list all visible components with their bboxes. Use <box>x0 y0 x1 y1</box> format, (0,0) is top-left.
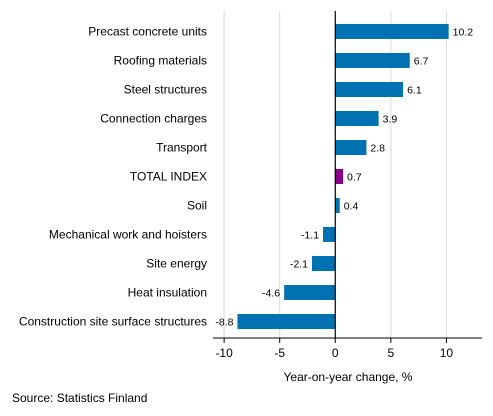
category-label: Site energy <box>146 257 207 271</box>
x-tick-label: 0 <box>332 346 339 360</box>
bar <box>311 256 336 271</box>
value-labels: 10.2 6.7 6.1 3.9 2.8 0.7 0.4 -1.1 -2.1 -4.6 -8.8 <box>215 27 473 329</box>
bar <box>335 53 410 68</box>
bar <box>335 169 344 184</box>
value-label: 2.8 <box>370 143 385 155</box>
x-tick-label: -10 <box>215 346 233 360</box>
bar <box>335 82 404 97</box>
category-label: TOTAL INDEX <box>130 170 207 184</box>
bars <box>237 24 449 329</box>
value-label: 6.1 <box>407 85 422 97</box>
category-label: Mechanical work and hoisters <box>49 228 207 242</box>
bar <box>335 198 340 213</box>
value-label: 0.7 <box>347 172 362 184</box>
category-label: Transport <box>156 141 208 155</box>
axes <box>213 11 482 339</box>
value-label: -8.8 <box>215 317 233 329</box>
bar <box>335 24 449 39</box>
category-label: Construction site surface structures <box>19 315 207 329</box>
category-labels: Precast concrete units Roofing materials S… <box>19 25 208 329</box>
value-label: 3.9 <box>383 114 398 126</box>
category-label: Soil <box>187 199 207 213</box>
x-tick-label: -5 <box>274 346 285 360</box>
bar <box>335 140 367 155</box>
x-axis-label: Year-on-year change, % <box>284 370 413 384</box>
value-label: -2.1 <box>290 259 308 271</box>
x-tick-label: 10 <box>440 346 454 360</box>
category-label: Heat insulation <box>128 286 207 300</box>
value-label: 6.7 <box>414 56 429 68</box>
x-tick-labels: -10 -5 0 5 10 <box>215 338 453 360</box>
category-label: Precast concrete units <box>88 25 207 39</box>
source-note: Source: Statistics Finland <box>12 391 148 405</box>
bar <box>284 285 336 300</box>
x-tick-label: 5 <box>388 346 395 360</box>
category-label: Roofing materials <box>114 54 207 68</box>
bar <box>323 227 336 242</box>
category-label: Connection charges <box>100 112 207 126</box>
value-label: 0.4 <box>344 201 359 213</box>
bar <box>237 314 336 329</box>
value-label: -4.6 <box>262 288 280 300</box>
bar <box>335 111 379 126</box>
value-label: 10.2 <box>453 27 474 39</box>
value-label: -1.1 <box>301 230 319 242</box>
category-label: Steel structures <box>124 83 207 97</box>
